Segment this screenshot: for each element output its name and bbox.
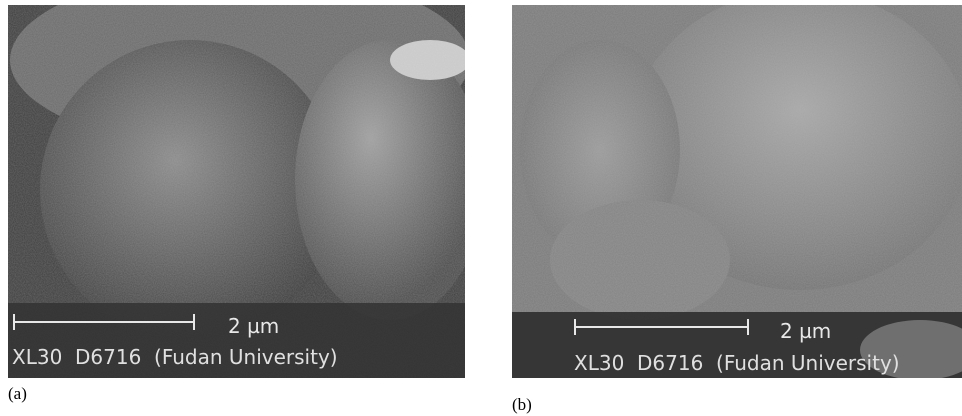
image-info: XL30 D6716 (Fudan University) <box>574 351 900 375</box>
sem-image-b <box>512 0 962 380</box>
panel-label: (a) <box>8 384 27 403</box>
panel-label: (b) <box>512 395 532 414</box>
scale-bar-label: 2 µm <box>228 314 279 338</box>
scale-bar-label: 2 µm <box>780 319 831 343</box>
image-info: XL30 D6716 (Fudan University) <box>12 345 338 369</box>
figure: 2 µm XL30 D6716 (Fudan University) (a) 2… <box>0 0 962 416</box>
